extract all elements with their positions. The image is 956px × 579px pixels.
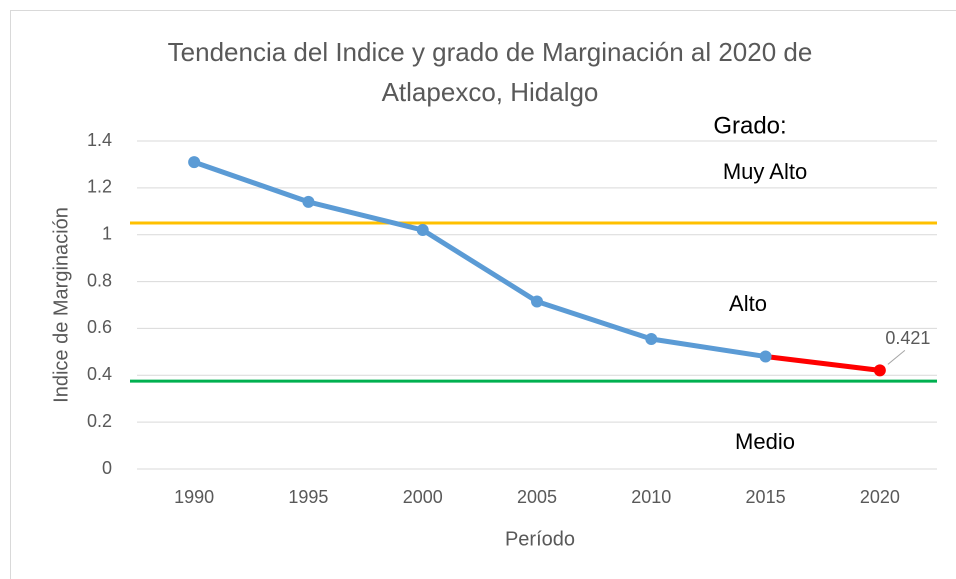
annotation: Alto <box>729 291 767 316</box>
marker <box>759 350 772 363</box>
data-label: 0.421 <box>885 328 930 348</box>
chart-title: Tendencia del Indice y grado de Marginac… <box>167 37 813 107</box>
line-series <box>193 159 766 360</box>
x-axis-label: Período <box>505 528 575 550</box>
x-tick-label: 2005 <box>517 487 557 507</box>
x-tick-label: 2020 <box>860 487 900 507</box>
y-axis-label: Indice de Marginación <box>50 207 72 403</box>
y-tick-label: 1.2 <box>87 177 112 197</box>
x-tick-label: 2010 <box>631 487 671 507</box>
y-tick-label: 0.2 <box>87 411 112 431</box>
x-tick-label: 1990 <box>174 487 214 507</box>
marker <box>416 224 429 237</box>
x-tick-label: 1995 <box>288 487 328 507</box>
label-leader <box>887 349 906 365</box>
marker <box>302 195 315 208</box>
y-tick-label: 1.4 <box>87 130 112 150</box>
chart-frame <box>10 10 956 579</box>
y-tick-label: 0.6 <box>87 317 112 337</box>
x-tick-label: 2000 <box>403 487 443 507</box>
marker <box>188 156 201 169</box>
x-tick-label: 2015 <box>746 487 786 507</box>
line-series <box>765 354 881 373</box>
marker <box>645 332 658 345</box>
annotation: Muy Alto <box>723 159 807 184</box>
annotation: Medio <box>735 429 795 454</box>
y-tick-label: 0 <box>102 458 112 478</box>
y-tick-label: 0.4 <box>87 364 112 384</box>
y-tick-label: 0.8 <box>87 270 112 290</box>
marker <box>531 295 543 308</box>
y-tick-label: 1 <box>102 223 112 243</box>
marker <box>873 364 886 377</box>
annotation: Grado: <box>713 112 786 139</box>
